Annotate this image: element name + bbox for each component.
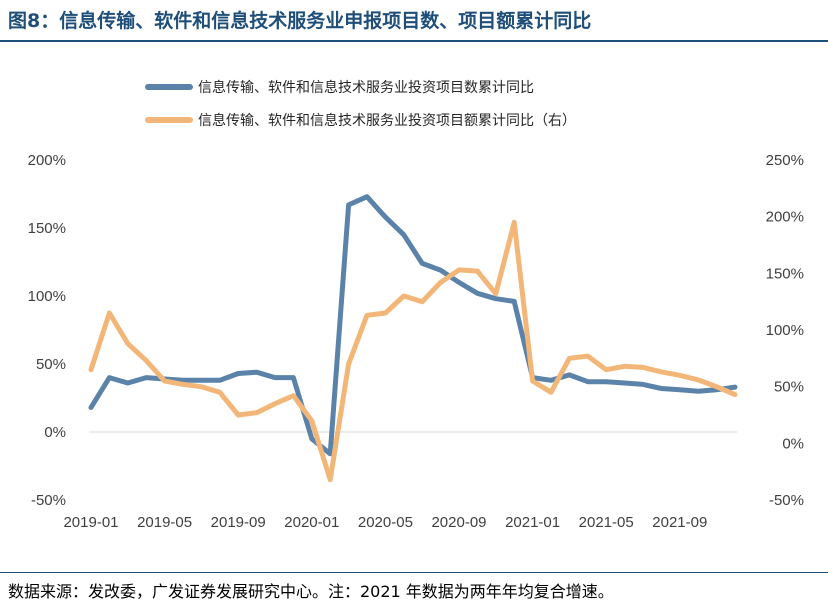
x-tick-label: 2020-05: [358, 514, 413, 531]
right-tick-label: 100%: [766, 322, 804, 339]
left-tick-label: 100%: [28, 288, 66, 305]
series-line-project-amount: [88, 219, 738, 483]
right-tick-label: 0%: [782, 435, 804, 452]
left-axis-ticks: -50% 0% 50% 100% 150% 200%: [28, 152, 66, 509]
series-line-project-count: [88, 194, 738, 457]
right-tick-label: 50%: [774, 379, 804, 396]
footer-divider: [0, 572, 828, 573]
left-tick-label: 0%: [44, 424, 66, 441]
legend-label: 信息传输、软件和信息技术服务业投资项目数累计同比: [198, 79, 534, 96]
right-axis-ticks: -50% 0% 50% 100% 150% 200% 250%: [766, 152, 804, 509]
x-tick-label: 2020-01: [284, 514, 339, 531]
source-note: 数据来源：发改委，广发证券发展研究中心。注：2021 年数据为两年年均复合增速。: [8, 582, 614, 601]
left-tick-label: -50%: [31, 492, 66, 509]
x-tick-label: 2021-01: [505, 514, 560, 531]
x-tick-label: 2019-01: [63, 514, 118, 531]
x-tick-label: 2019-05: [137, 514, 192, 531]
x-tick-label: 2020-09: [431, 514, 486, 531]
left-tick-label: 200%: [28, 152, 66, 169]
right-tick-label: 250%: [766, 152, 804, 169]
x-tick-label: 2021-09: [652, 514, 707, 531]
series-lines: [88, 194, 738, 483]
right-tick-label: 200%: [766, 209, 804, 226]
x-axis-ticks: 2019-01 2019-05 2019-09 2020-01 2020-05 2020-…: [63, 514, 707, 531]
title-divider: [0, 40, 828, 42]
x-tick-label: 2021-05: [579, 514, 634, 531]
right-tick-label: 150%: [766, 265, 804, 282]
x-tick-label: 2019-09: [211, 514, 266, 531]
left-tick-label: 50%: [36, 356, 66, 373]
figure-title: 图8：信息传输、软件和信息技术服务业申报项目数、项目额累计同比: [8, 10, 592, 32]
right-tick-label: -50%: [769, 492, 804, 509]
legend-label: 信息传输、软件和信息技术服务业投资项目额累计同比（右）: [198, 112, 576, 129]
left-tick-label: 150%: [28, 220, 66, 237]
dual-axis-line-chart: 信息传输、软件和信息技术服务业投资项目数累计同比信息传输、软件和信息技术服务业投…: [28, 79, 804, 531]
chart-legend: 信息传输、软件和信息技术服务业投资项目数累计同比信息传输、软件和信息技术服务业投…: [145, 79, 576, 129]
